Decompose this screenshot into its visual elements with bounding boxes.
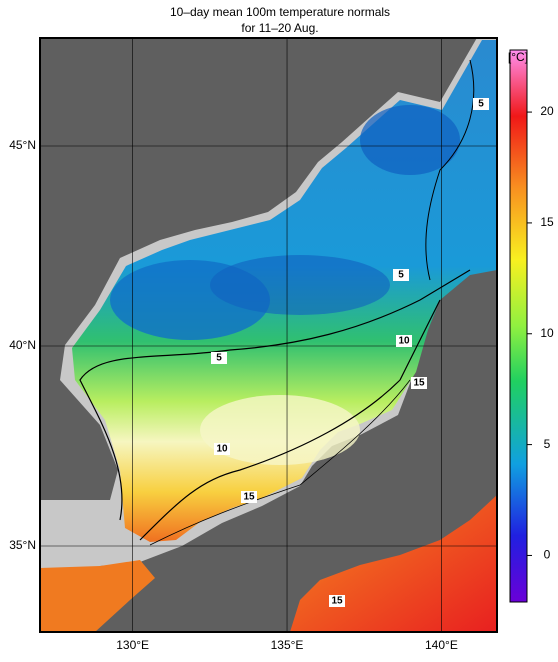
- lon-tick-label: 130°E: [116, 638, 149, 652]
- title-line: for 11–20 Aug.: [241, 21, 318, 35]
- lon-tick-label: 140°E: [425, 638, 458, 652]
- contour-label-box: [411, 377, 427, 389]
- contour-label-box: [241, 491, 257, 503]
- colorbar-tick-label: 15: [540, 215, 554, 229]
- graticule: [40, 38, 497, 632]
- contour-label: 15: [243, 492, 255, 503]
- contour-label: 5: [216, 353, 222, 364]
- contour-label: 10: [398, 336, 410, 347]
- colorbar-unit: [°C]: [508, 50, 528, 64]
- contour: [79, 269, 471, 521]
- lon-tick-label: 135°E: [271, 638, 304, 652]
- map-frame: [39, 37, 498, 633]
- contour: [149, 379, 411, 546]
- contour-label: 10: [216, 444, 228, 455]
- contour-label-box: [329, 595, 345, 607]
- cold-pool: [360, 105, 460, 175]
- lat-tick-label: 35°N: [9, 538, 36, 552]
- contour-label-box: [214, 443, 230, 455]
- contour: [425, 59, 475, 281]
- contour-label: 15: [331, 596, 343, 607]
- contour-label: 5: [398, 270, 404, 281]
- colorbar: [509, 49, 528, 603]
- contour-label-box: [396, 335, 412, 347]
- colorbar-tick-label: 10: [540, 326, 554, 340]
- contour-label: 5: [478, 99, 484, 110]
- contour: [139, 299, 441, 541]
- contour-label: 15: [413, 378, 425, 389]
- title-line: 10–day mean 100m temperature normals: [170, 5, 390, 19]
- colorbar-tick-label: 5: [544, 437, 551, 451]
- map: [40, 38, 497, 632]
- east-china-sea: [40, 560, 155, 632]
- contour-label-box: [393, 269, 409, 281]
- warm-pool: [200, 395, 360, 465]
- contour-label-box: [211, 352, 227, 364]
- contour-label-box: [473, 98, 489, 110]
- colorbar-tick-label: 20: [540, 104, 554, 118]
- lat-tick-label: 40°N: [9, 338, 36, 352]
- cold-pool: [210, 255, 390, 315]
- colorbar-tick-label: 0: [544, 548, 551, 562]
- lat-tick-label: 45°N: [9, 138, 36, 152]
